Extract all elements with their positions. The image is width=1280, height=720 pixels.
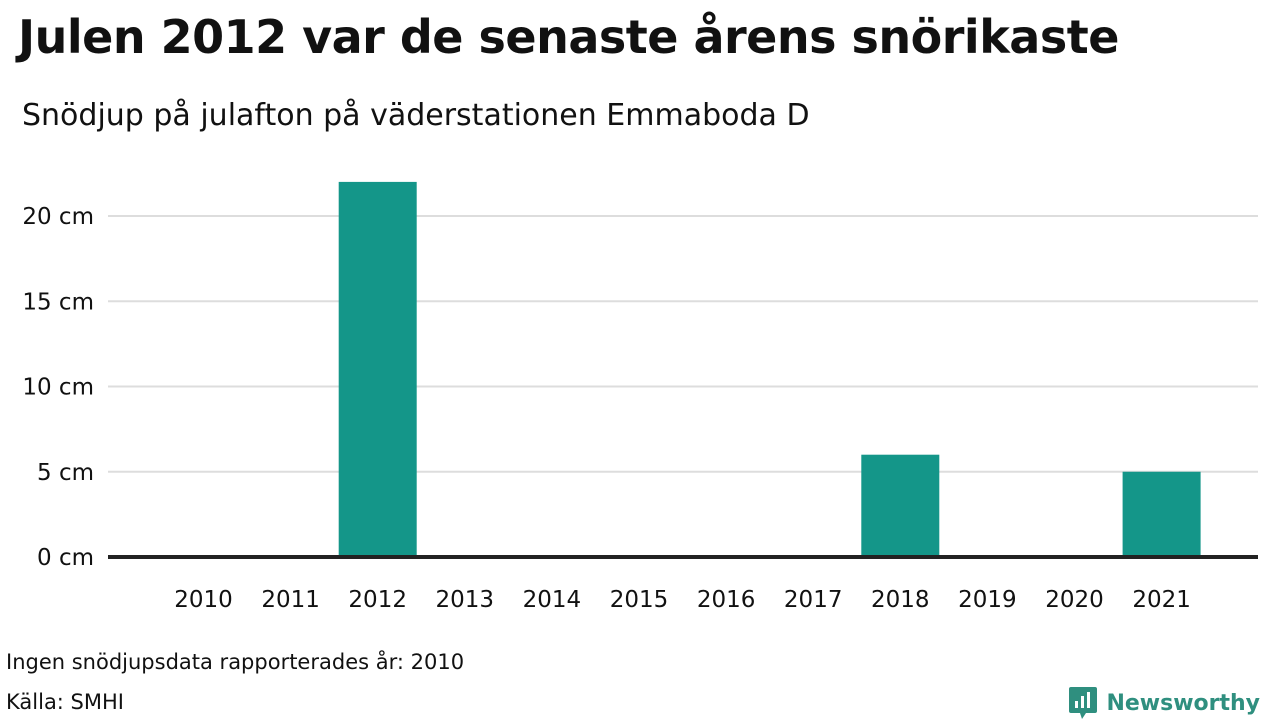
x-tick-label: 2016 <box>697 587 756 613</box>
y-tick-label: 15 cm <box>22 289 94 315</box>
x-axis-ticks: 2010 2011 2012 2013 2014 2015 2016 2017 2018 2019… <box>174 587 1191 613</box>
y-tick-label: 10 cm <box>22 375 94 401</box>
bar-2018 <box>861 454 940 557</box>
footnote: Ingen snödjupsdata rapporterades år: 201… <box>6 650 465 674</box>
x-tick-label: 2010 <box>174 587 233 613</box>
bar-2021 <box>1122 471 1201 557</box>
bar-2012 <box>338 181 417 557</box>
y-tick-label: 0 cm <box>37 545 94 571</box>
x-tick-label: 2021 <box>1132 587 1191 613</box>
x-tick-label: 2011 <box>261 587 320 613</box>
bars <box>338 181 1201 557</box>
x-tick-label: 2014 <box>523 587 582 613</box>
x-tick-label: 2013 <box>436 587 495 613</box>
x-tick-label: 2020 <box>1045 587 1104 613</box>
chart-title: Julen 2012 var de senaste årens snörikas… <box>18 10 1119 64</box>
chart-subtitle: Snödjup på julafton på väderstationen Em… <box>22 98 810 133</box>
x-tick-label: 2012 <box>348 587 407 613</box>
newsworthy-logo-icon <box>1069 687 1098 719</box>
x-tick-label: 2015 <box>610 587 669 613</box>
y-axis-ticks: 0 cm 5 cm 10 cm 15 cm 20 cm <box>22 204 94 571</box>
y-tick-label: 20 cm <box>22 204 94 230</box>
y-tick-label: 5 cm <box>37 460 94 486</box>
source-note: Källa: SMHI <box>6 690 124 714</box>
x-tick-label: 2019 <box>958 587 1017 613</box>
x-tick-label: 2017 <box>784 587 843 613</box>
brand-name: Newsworthy <box>1106 690 1260 716</box>
brand-logo: Newsworthy <box>1068 686 1260 720</box>
gridlines <box>108 215 1258 473</box>
bar-chart: 0 cm 5 cm 10 cm 15 cm 20 cm 2010 2011 2012 2013… <box>22 181 1258 613</box>
x-tick-label: 2018 <box>871 587 930 613</box>
